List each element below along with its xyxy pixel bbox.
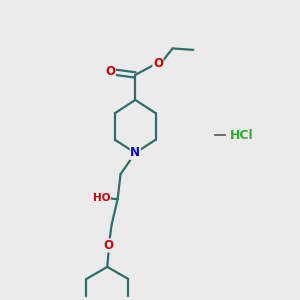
Text: HCl: HCl [230,129,253,142]
Text: O: O [153,57,163,70]
Text: O: O [104,239,114,252]
Text: O: O [105,65,115,79]
Text: N: N [130,146,140,159]
Text: HO: HO [93,193,110,203]
